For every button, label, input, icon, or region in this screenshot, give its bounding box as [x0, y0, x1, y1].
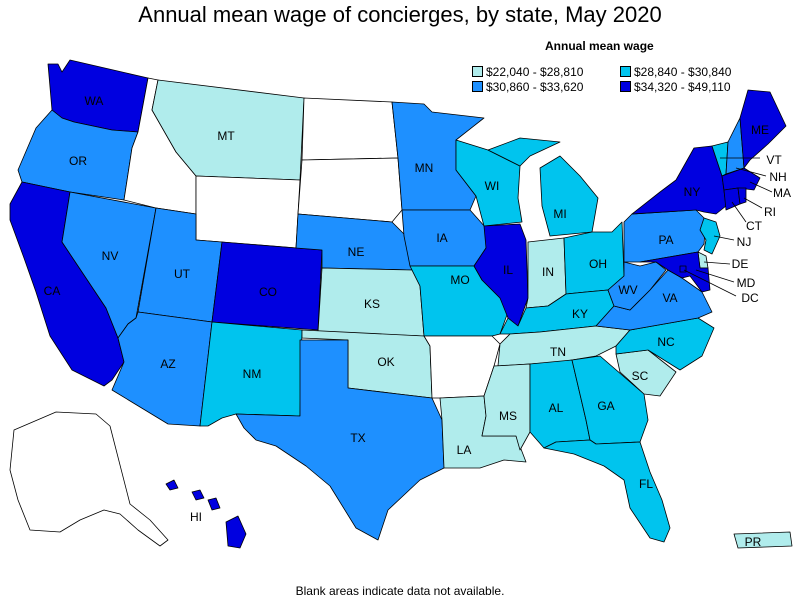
label-LA: LA [457, 443, 472, 457]
leader-RI [743, 197, 763, 209]
label-UT: UT [174, 267, 191, 281]
label-OK: OK [377, 355, 394, 369]
label-MA: MA [773, 186, 791, 200]
label-AZ: AZ [160, 357, 175, 371]
state-NJ[interactable] [699, 217, 721, 255]
label-OH: OH [589, 257, 607, 271]
legend-item-bin-4: $34,320 - $49,110 [620, 81, 731, 94]
label-MO: MO [450, 273, 469, 287]
label-KS: KS [364, 297, 380, 311]
state-DC[interactable] [679, 265, 687, 273]
legend-item-bin-3: $30,860 - $33,620 [472, 81, 583, 94]
label-CO: CO [259, 285, 277, 299]
label-NY: NY [684, 185, 701, 199]
label-WA: WA [85, 94, 104, 108]
leader-DC [683, 269, 737, 297]
label-IA: IA [436, 231, 447, 245]
label-CA: CA [44, 284, 61, 298]
label-PR: PR [745, 535, 762, 549]
legend-item-bin-1: $22,040 - $28,810 [472, 66, 583, 79]
legend-swatch-bin-1 [472, 66, 483, 77]
label-NE: NE [348, 245, 365, 259]
label-MI: MI [553, 207, 566, 221]
state-WY[interactable] [195, 175, 301, 249]
legend-label-bin-2: $28,840 - $30,840 [634, 65, 732, 79]
state-TX[interactable] [235, 339, 445, 541]
label-RI: RI [764, 205, 776, 219]
map-title: Annual mean wage of concierges, by state… [138, 2, 662, 27]
footnote: Blank areas indicate data not available. [295, 584, 505, 598]
legend-title: Annual mean wage [545, 39, 654, 53]
legend-label-bin-4: $34,320 - $49,110 [634, 80, 731, 94]
legend-item-bin-2: $28,840 - $30,840 [620, 66, 731, 79]
label-CT: CT [746, 219, 763, 233]
leader-DE [703, 261, 731, 265]
state-ND[interactable] [301, 97, 399, 161]
label-TX: TX [350, 431, 365, 445]
state-WV[interactable] [607, 261, 667, 311]
label-MT: MT [217, 129, 235, 143]
leader-NJ [713, 235, 735, 241]
label-NV: NV [102, 249, 119, 263]
label-NH: NH [769, 170, 786, 184]
label-NC: NC [657, 335, 675, 349]
label-NJ: NJ [737, 235, 752, 249]
label-MN: MN [415, 161, 434, 175]
label-GA: GA [597, 399, 614, 413]
state-PR[interactable] [733, 531, 793, 549]
label-IL: IL [503, 263, 513, 277]
label-WI: WI [485, 179, 500, 193]
leader-MD [695, 269, 735, 283]
legend-label-bin-1: $22,040 - $28,810 [486, 65, 584, 79]
label-TN: TN [550, 345, 566, 359]
state-ME[interactable] [739, 89, 787, 169]
label-VA: VA [662, 291, 677, 305]
state-HI[interactable] [165, 479, 247, 549]
label-MD: MD [737, 276, 756, 290]
label-WV: WV [618, 283, 637, 297]
label-MS: MS [499, 409, 517, 423]
state-RI[interactable] [737, 187, 747, 205]
label-FL: FL [639, 477, 653, 491]
leader-NH [735, 167, 767, 177]
legend-swatch-bin-3 [472, 81, 483, 92]
label-IN: IN [542, 265, 554, 279]
legend-swatch-bin-4 [620, 81, 631, 92]
state-CT[interactable] [723, 187, 741, 211]
label-VT: VT [766, 153, 782, 167]
label-DC: DC [741, 291, 759, 305]
state-FL[interactable] [543, 439, 671, 543]
state-MI[interactable] [487, 137, 599, 237]
label-PA: PA [658, 233, 673, 247]
label-HI: HI [190, 510, 202, 524]
state-NY[interactable] [631, 145, 727, 215]
label-OR: OR [69, 154, 87, 168]
legend-swatch-bin-2 [620, 66, 631, 77]
state-SD[interactable] [297, 157, 403, 223]
label-KY: KY [572, 307, 588, 321]
label-NM: NM [243, 367, 262, 381]
state-AK[interactable] [9, 411, 169, 547]
legend-label-bin-3: $30,860 - $33,620 [486, 80, 584, 94]
leader-MA [749, 181, 773, 193]
label-SC: SC [632, 369, 649, 383]
label-DE: DE [732, 257, 749, 271]
leader-CT [731, 201, 747, 223]
state-MD[interactable] [639, 251, 711, 293]
label-AL: AL [549, 401, 564, 415]
label-ME: ME [751, 123, 769, 137]
